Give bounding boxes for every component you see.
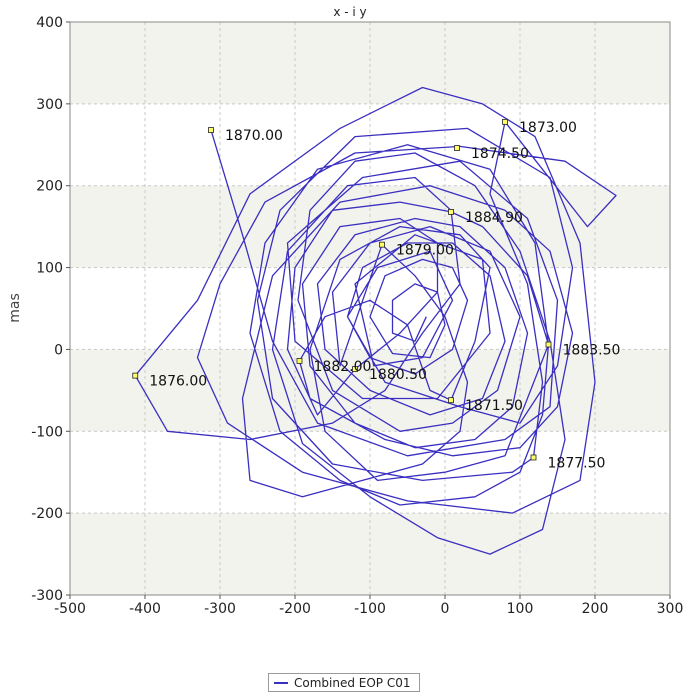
y-tick-label: -100 [31, 424, 63, 440]
x-tick-label: -400 [129, 601, 161, 617]
annotation-marker [448, 397, 454, 404]
annotation-marker [132, 372, 139, 379]
annotation-marker [379, 241, 385, 248]
x-tick-label: -200 [279, 601, 311, 617]
annotation-label: 1879.00 [396, 243, 454, 259]
y-tick-label: 100 [36, 261, 63, 277]
annotation-label: 1874.50 [471, 146, 529, 162]
series-layer [134, 86, 617, 555]
gridlines [70, 22, 670, 595]
x-tick-label: 300 [657, 601, 684, 617]
series-line [134, 86, 617, 555]
x-axis: -500 -400 -300 -200 -100 0 100 200 300 [54, 595, 683, 617]
annotation-label: 1880.50 [369, 367, 427, 383]
annotation-marker [296, 357, 303, 364]
y-tick-label: -200 [31, 506, 63, 522]
x-tick-label: -100 [354, 601, 386, 617]
legend-swatch [274, 681, 288, 684]
x-tick-label: -500 [54, 601, 86, 617]
x-tick-label: -300 [204, 601, 236, 617]
annotation-marker [545, 341, 552, 348]
annotation-label: 1882.00 [314, 359, 372, 375]
annotation-label: 1877.50 [548, 455, 606, 471]
annotation-label: 1884.90 [465, 210, 523, 226]
annotation-label: 1883.50 [563, 343, 621, 359]
annotation-label: 1870.00 [225, 128, 283, 144]
annotation-label: 1876.00 [149, 374, 207, 390]
legend: Combined EOP C01 [268, 673, 420, 692]
annotation-marker [208, 127, 214, 133]
annotation-markers: 1870.00 1871.50 1873.00 1874.50 1876.00 1877.… [132, 118, 621, 471]
annotation-label: 1871.50 [465, 398, 523, 414]
annotation-marker [454, 145, 460, 151]
y-tick-label: 0 [54, 342, 63, 358]
y-tick-label: 300 [36, 97, 63, 113]
y-tick-label: -300 [31, 588, 63, 604]
x-tick-label: 0 [441, 601, 450, 617]
annotation-marker [448, 209, 454, 215]
y-axis: -300 -200 -100 0 100 200 300 400 [31, 15, 70, 604]
y-tick-label: 400 [36, 15, 63, 31]
legend-label: Combined EOP C01 [294, 675, 411, 690]
annotation-marker [352, 366, 358, 372]
y-axis-label: mas [7, 293, 23, 323]
chart-title: x - i y [333, 5, 366, 19]
annotation-label: 1873.00 [519, 120, 577, 136]
x-tick-label: 100 [507, 601, 534, 617]
x-tick-label: 200 [582, 601, 609, 617]
annotation-marker [530, 454, 537, 461]
y-tick-label: 200 [36, 179, 63, 195]
annotation-marker [502, 118, 508, 125]
